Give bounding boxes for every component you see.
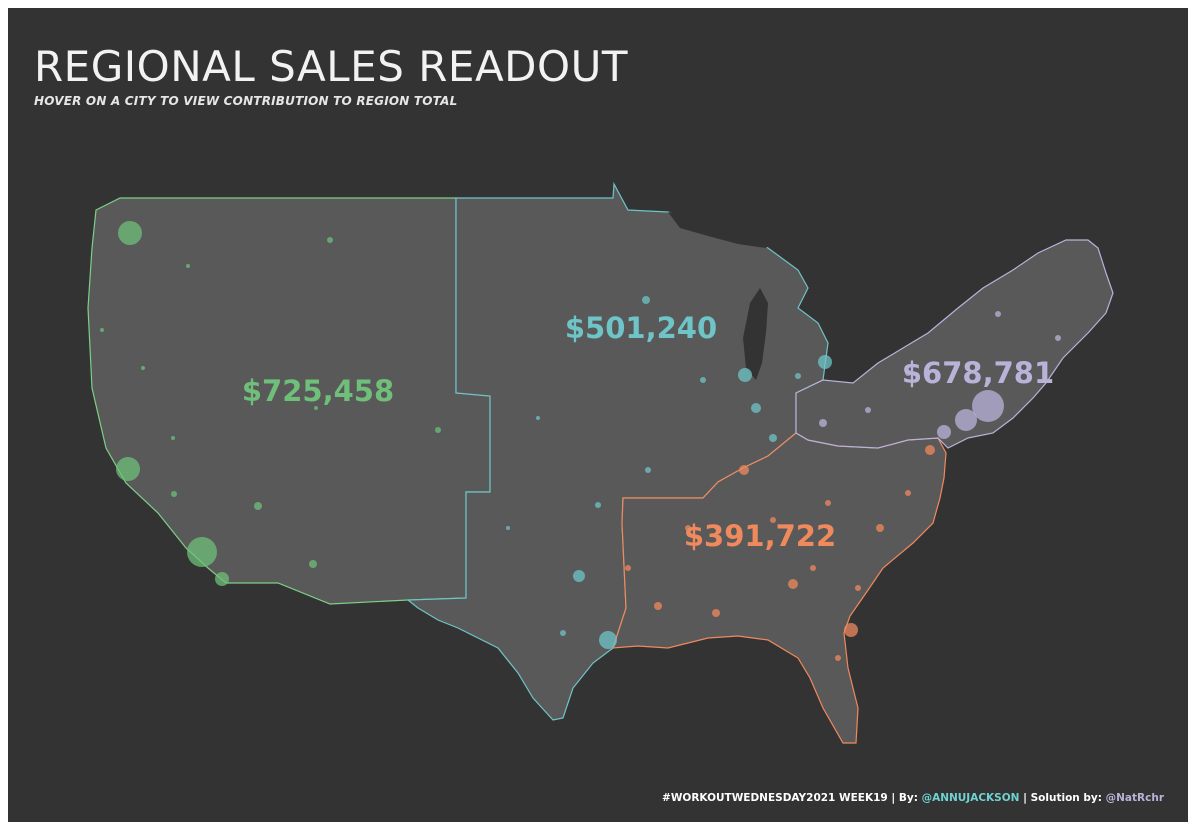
city-bubble[interactable]	[314, 406, 318, 410]
lake-michigan-shape	[743, 288, 768, 380]
city-bubble[interactable]	[770, 517, 776, 523]
city-bubble[interactable]	[937, 425, 951, 439]
region-labels: $725,458 $501,240 $678,781 $391,722	[242, 311, 1054, 553]
city-bubble[interactable]	[751, 403, 761, 413]
city-bubble[interactable]	[712, 609, 720, 617]
city-bubble[interactable]	[972, 390, 1004, 422]
city-bubbles[interactable]	[100, 221, 1061, 661]
city-bubble[interactable]	[925, 445, 935, 455]
city-bubble[interactable]	[116, 457, 140, 481]
city-bubble[interactable]	[865, 407, 871, 413]
city-bubble[interactable]	[506, 526, 510, 530]
city-bubble[interactable]	[573, 570, 585, 582]
lake-superior-shape	[668, 212, 778, 248]
footer-separator: | By:	[887, 792, 922, 804]
city-bubble[interactable]	[645, 467, 651, 473]
region-value-west: $725,458	[242, 374, 394, 408]
city-bubble[interactable]	[818, 355, 832, 369]
region-east-shape[interactable]	[795, 239, 1114, 449]
footer-author-link[interactable]: @ANNUJACKSON	[921, 792, 1020, 804]
city-bubble[interactable]	[560, 630, 566, 636]
city-bubble[interactable]	[171, 491, 177, 497]
city-bubble[interactable]	[855, 585, 861, 591]
city-bubble[interactable]	[215, 572, 229, 586]
city-bubble[interactable]	[795, 373, 801, 379]
page-subtitle: HOVER ON A CITY TO VIEW CONTRIBUTION TO …	[34, 94, 458, 108]
city-bubble[interactable]	[1055, 335, 1061, 341]
city-bubble[interactable]	[595, 502, 601, 508]
footer-hashtag: #WORKOUTWEDNESDAY2021 WEEK19	[662, 792, 888, 804]
region-value-east: $678,781	[902, 356, 1054, 390]
map-regions	[87, 181, 1114, 744]
city-bubble[interactable]	[642, 296, 650, 304]
page-title: REGIONAL SALES READOUT	[34, 42, 628, 91]
city-bubble[interactable]	[100, 328, 104, 332]
footer-credits: #WORKOUTWEDNESDAY2021 WEEK19 | By: @ANNU…	[662, 792, 1164, 804]
city-bubble[interactable]	[876, 524, 884, 532]
city-bubble[interactable]	[171, 436, 175, 440]
city-bubble[interactable]	[118, 221, 142, 245]
us-map[interactable]: $725,458 $501,240 $678,781 $391,722	[8, 8, 1188, 822]
footer-separator: | Solution by:	[1019, 792, 1106, 804]
city-bubble[interactable]	[788, 579, 798, 589]
city-bubble[interactable]	[739, 465, 749, 475]
region-value-south: $391,722	[684, 519, 836, 553]
city-bubble[interactable]	[186, 264, 190, 268]
city-bubble[interactable]	[327, 237, 333, 243]
city-bubble[interactable]	[825, 500, 831, 506]
city-bubble[interactable]	[435, 427, 441, 433]
city-bubble[interactable]	[905, 490, 911, 496]
city-bubble[interactable]	[955, 409, 977, 431]
city-bubble[interactable]	[536, 416, 540, 420]
city-bubble[interactable]	[700, 377, 706, 383]
city-bubble[interactable]	[738, 368, 752, 382]
city-bubble[interactable]	[905, 370, 911, 376]
city-bubble[interactable]	[685, 525, 691, 531]
city-bubble[interactable]	[625, 565, 631, 571]
region-value-central: $501,240	[565, 311, 717, 345]
city-bubble[interactable]	[844, 623, 858, 637]
city-bubble[interactable]	[995, 311, 1001, 317]
city-bubble[interactable]	[187, 537, 217, 567]
city-bubble[interactable]	[819, 419, 827, 427]
city-bubble[interactable]	[810, 565, 816, 571]
city-bubble[interactable]	[599, 631, 617, 649]
dashboard-frame: REGIONAL SALES READOUT HOVER ON A CITY T…	[8, 8, 1188, 822]
city-bubble[interactable]	[309, 560, 317, 568]
city-bubble[interactable]	[254, 502, 262, 510]
footer-solver-link[interactable]: @NatRchr	[1105, 792, 1164, 804]
city-bubble[interactable]	[141, 366, 145, 370]
city-bubble[interactable]	[654, 602, 662, 610]
city-bubble[interactable]	[769, 434, 777, 442]
city-bubble[interactable]	[835, 655, 841, 661]
